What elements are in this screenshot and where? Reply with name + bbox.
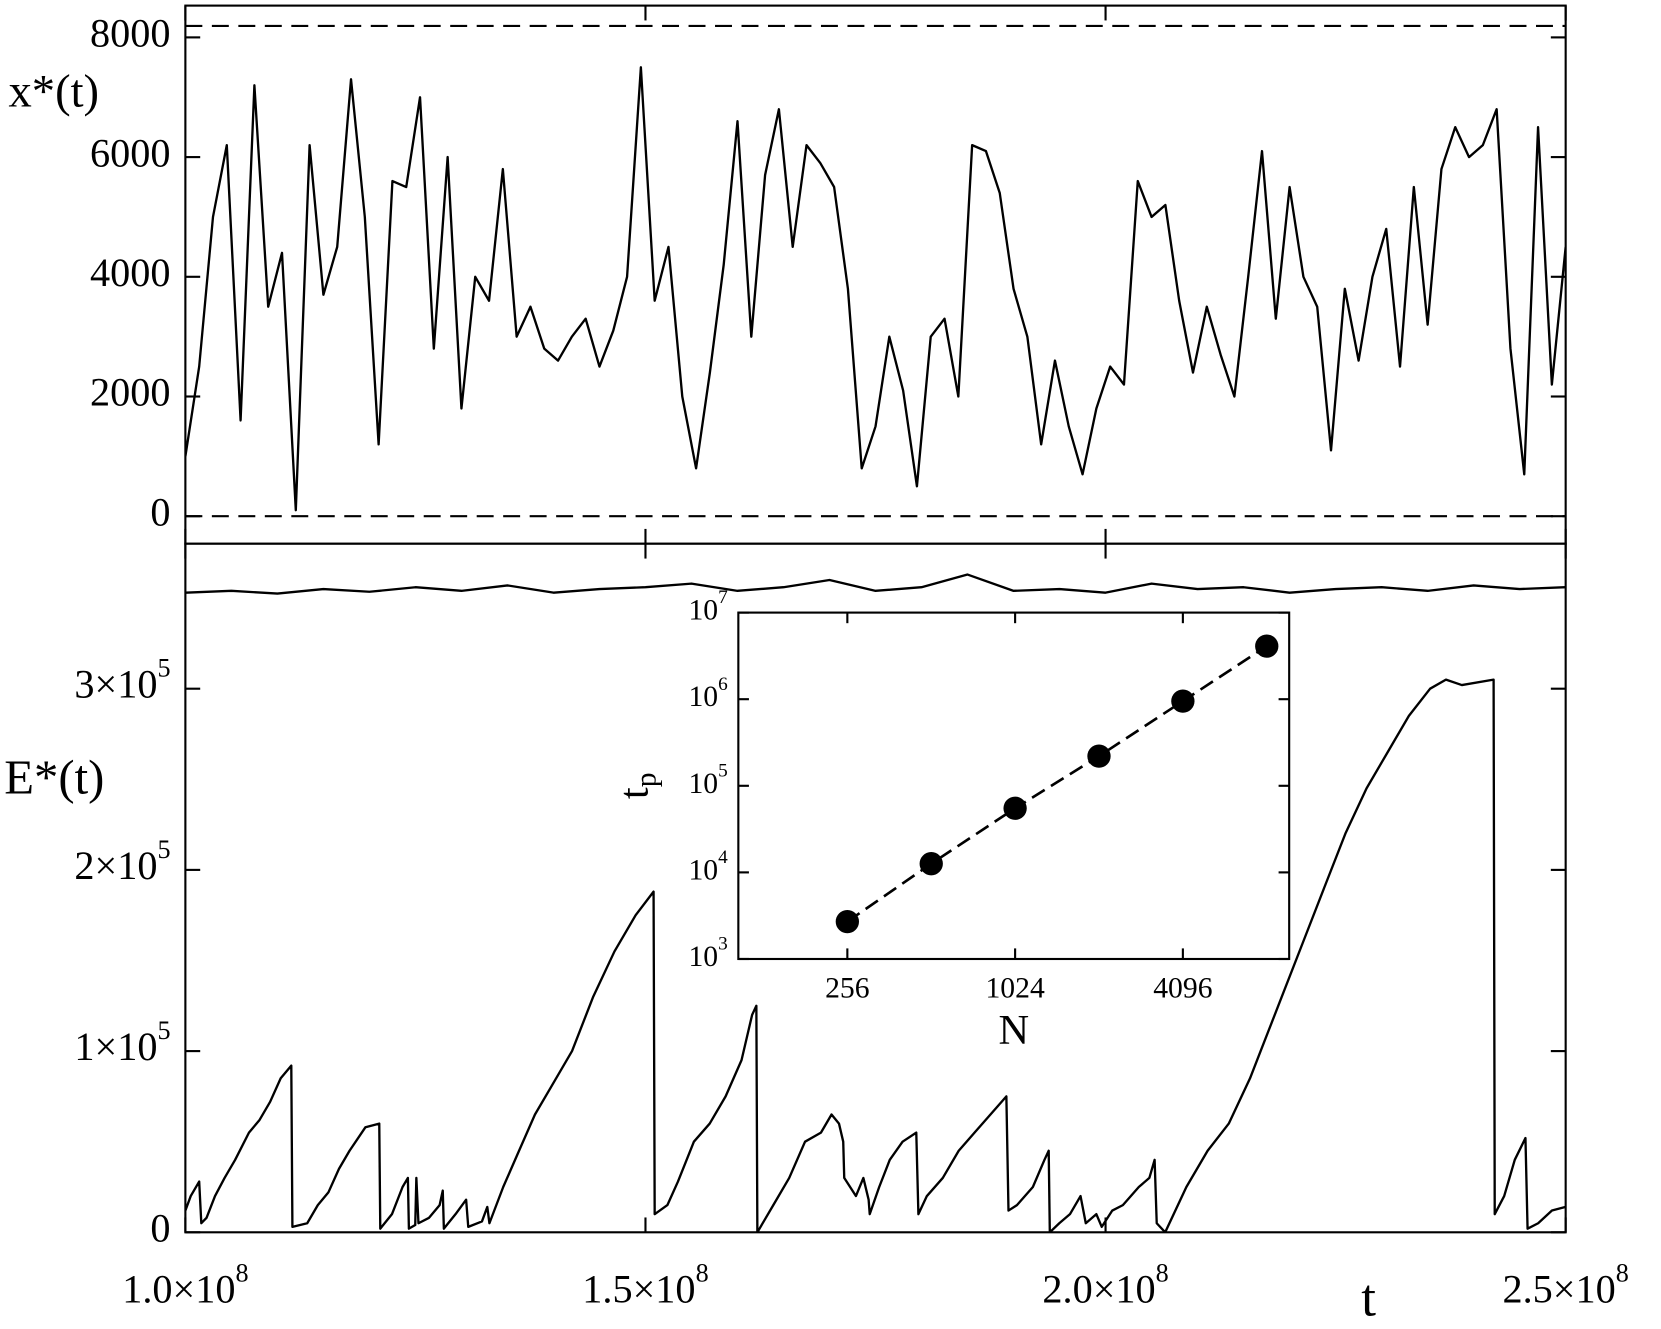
data-point [919,852,943,876]
y-tick-label-exponent: 5 [157,654,170,683]
data-point [1087,744,1111,768]
x-tick-label: 1.0×108 [122,1259,248,1312]
y-tick-label: 1×105 [74,1016,170,1069]
x-axis-label: t [1361,1269,1376,1327]
y-axis-label: tp [610,772,662,799]
y-tick-label-exponent: 5 [157,835,170,864]
x-tick-label: 4096 [1153,973,1212,1005]
y-tick-label: 3×105 [74,654,170,707]
y-tick-label-exponent: 6 [718,674,728,695]
y-tick-label-base: 10 [688,854,718,886]
x-tick-label-exponent: 8 [1156,1259,1169,1288]
data-point [1255,634,1279,658]
x-tick-label: 1.5×108 [582,1259,708,1312]
y-tick-label-exponent: 5 [718,761,728,782]
x-tick-label: 2.5×108 [1502,1259,1628,1312]
x-tick-label-base: 2.0×10 [1042,1267,1155,1312]
y-tick-label: 4000 [90,250,170,295]
y-tick-label-exponent: 4 [718,847,728,868]
y-tick-label-exponent: 3 [718,934,728,955]
y-tick-label: 8000 [90,11,170,56]
y-tick-label: 104 [688,847,728,886]
y-tick-label-base: 10 [688,594,718,626]
y-tick-label-exponent: 7 [718,588,728,609]
x-tick-label-exponent: 8 [1616,1259,1629,1288]
y-tick-label: 103 [688,934,727,973]
plot-frame [737,611,1291,961]
series-line [185,573,1566,595]
y-axis-label-subscript: p [630,772,662,787]
y-tick-label-base: 10 [688,681,718,713]
y-tick-label-base: 2×10 [74,843,157,888]
y-tick-label: 0 [150,1206,170,1251]
y-tick-label-base: 3×10 [74,662,157,707]
plot-area [185,66,1566,512]
plot-area [185,573,1566,1233]
plot-area [835,634,1279,934]
y-axis-label: x*(t) [8,65,99,117]
x-axis-label: N [998,1007,1029,1054]
x-tick-label: 1024 [985,973,1044,1005]
y-tick-label: 2000 [90,370,170,415]
y-tick-label: 105 [688,761,727,800]
y-tick-label: 107 [688,588,728,627]
data-point [1171,689,1195,713]
y-tick-label-exponent: 5 [157,1016,170,1045]
fit-line [846,645,1268,923]
y-tick-label-base: 10 [688,941,718,973]
y-tick-label: 106 [688,674,728,713]
data-point [835,909,860,934]
series-line [185,66,1566,512]
x-tick-label: 256 [825,973,869,1005]
x-tick-label-exponent: 8 [696,1259,709,1288]
y-tick-label-base: 10 [688,768,718,800]
x-tick-label-base: 1.5×10 [582,1267,695,1312]
series-line [185,678,1566,1233]
y-tick-label: 2×105 [74,835,170,888]
y-tick-label: 0 [150,489,170,534]
data-point [1003,796,1027,820]
x-tick-label-exponent: 8 [235,1259,248,1288]
y-tick-label: 6000 [90,130,170,175]
x-tick-label-base: 2.5×10 [1502,1267,1615,1312]
plot-frame [184,4,1567,545]
x-tick-label-base: 1.0×10 [122,1267,235,1312]
y-tick-label-base: 1×10 [74,1024,157,1069]
y-axis-label: E*(t) [4,750,104,804]
y-axis-label-base: t [610,787,657,799]
x-tick-label: 2.0×108 [1042,1259,1168,1312]
